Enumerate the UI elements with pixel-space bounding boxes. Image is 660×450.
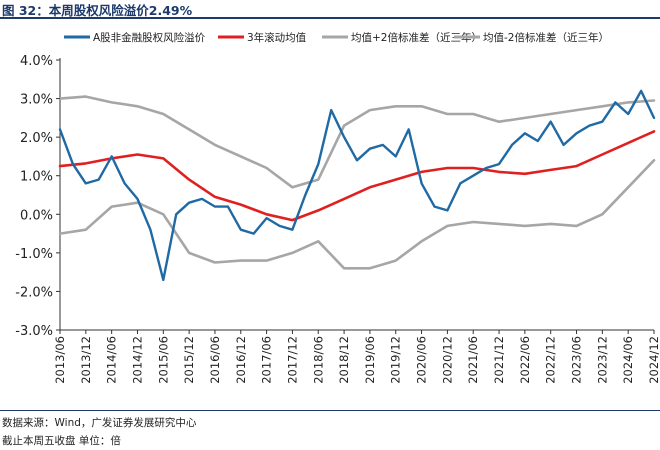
x-tick-label: 2019/06 [363, 336, 377, 384]
x-tick-label: 2016/12 [234, 336, 248, 384]
x-tick-label: 2020/06 [415, 336, 429, 384]
footer-rule [0, 410, 660, 411]
x-tick-label: 2023/06 [570, 336, 584, 384]
x-tick-label: 2020/12 [440, 336, 454, 384]
x-tick-label: 2024/12 [647, 336, 660, 384]
x-tick-label: 2017/12 [285, 336, 299, 384]
legend-label: 3年滚动均值 [247, 31, 307, 44]
x-tick-label: 2018/06 [311, 336, 325, 384]
y-tick-label: 1.0% [20, 170, 53, 185]
series-line-0 [58, 89, 656, 282]
x-tick-label: 2013/06 [53, 336, 67, 384]
x-tick-label: 2019/12 [389, 336, 403, 384]
x-tick-label: 2021/12 [492, 336, 506, 384]
y-tick-label: 3.0% [20, 93, 53, 108]
x-tick-label: 2013/12 [79, 336, 93, 384]
x-tick-label: 2022/06 [518, 336, 532, 384]
legend-label: 均值+2倍标准差（近三年） [351, 31, 482, 44]
x-tick-label: 2023/12 [595, 336, 609, 384]
unit-note: 截止本周五收盘 单位：倍 [2, 435, 121, 447]
plot-frame [59, 58, 654, 331]
x-tick-label: 2014/06 [105, 336, 119, 384]
x-tick-label: 2018/12 [337, 336, 351, 384]
figure-title: 图 32：本周股权风险溢价2.49% [2, 3, 193, 18]
x-tick-label: 2015/06 [156, 336, 170, 384]
x-axis: 2013/06 2013/12 2014/06 2014/12 2015/06 2015/… [53, 330, 660, 384]
y-tick-label: -1.0% [15, 247, 53, 262]
source-note: 数据来源：Wind，广发证券发展研究中心 [2, 417, 197, 429]
x-tick-label: 2017/06 [260, 336, 274, 384]
legend: A股非金融股权风险溢价 3年滚动均值 均值+2倍标准差（近三年） 均值-2倍标准差（近… [64, 31, 609, 44]
legend-label: A股非金融股权风险溢价 [93, 31, 206, 44]
x-tick-label: 2024/06 [621, 336, 635, 384]
y-tick-label: 2.0% [20, 131, 53, 146]
x-tick-label: 2022/12 [544, 336, 558, 384]
legend-label: 均值-2倍标准差（近三年） [483, 31, 609, 44]
series-line-1 [58, 130, 656, 222]
y-axis: 4.0% 3.0% 2.0% 1.0% 0.0% -1.0% -2.0% -3.0% [15, 54, 60, 339]
series-layer [58, 89, 656, 282]
y-tick-label: -3.0% [15, 324, 53, 339]
title-rule [0, 17, 660, 19]
line-chart: A股非金融股权风险溢价 3年滚动均值 均值+2倍标准差（近三年） 均值-2倍标准差（近… [15, 31, 660, 384]
x-tick-label: 2014/12 [130, 336, 144, 384]
y-tick-label: 0.0% [20, 208, 53, 223]
x-tick-label: 2021/06 [466, 336, 480, 384]
x-tick-label: 2015/12 [182, 336, 196, 384]
series-line-3 [58, 159, 656, 270]
x-tick-label: 2016/06 [208, 336, 222, 384]
series-line-2 [58, 95, 656, 189]
y-tick-label: 4.0% [20, 54, 53, 69]
y-tick-label: -2.0% [15, 285, 53, 300]
